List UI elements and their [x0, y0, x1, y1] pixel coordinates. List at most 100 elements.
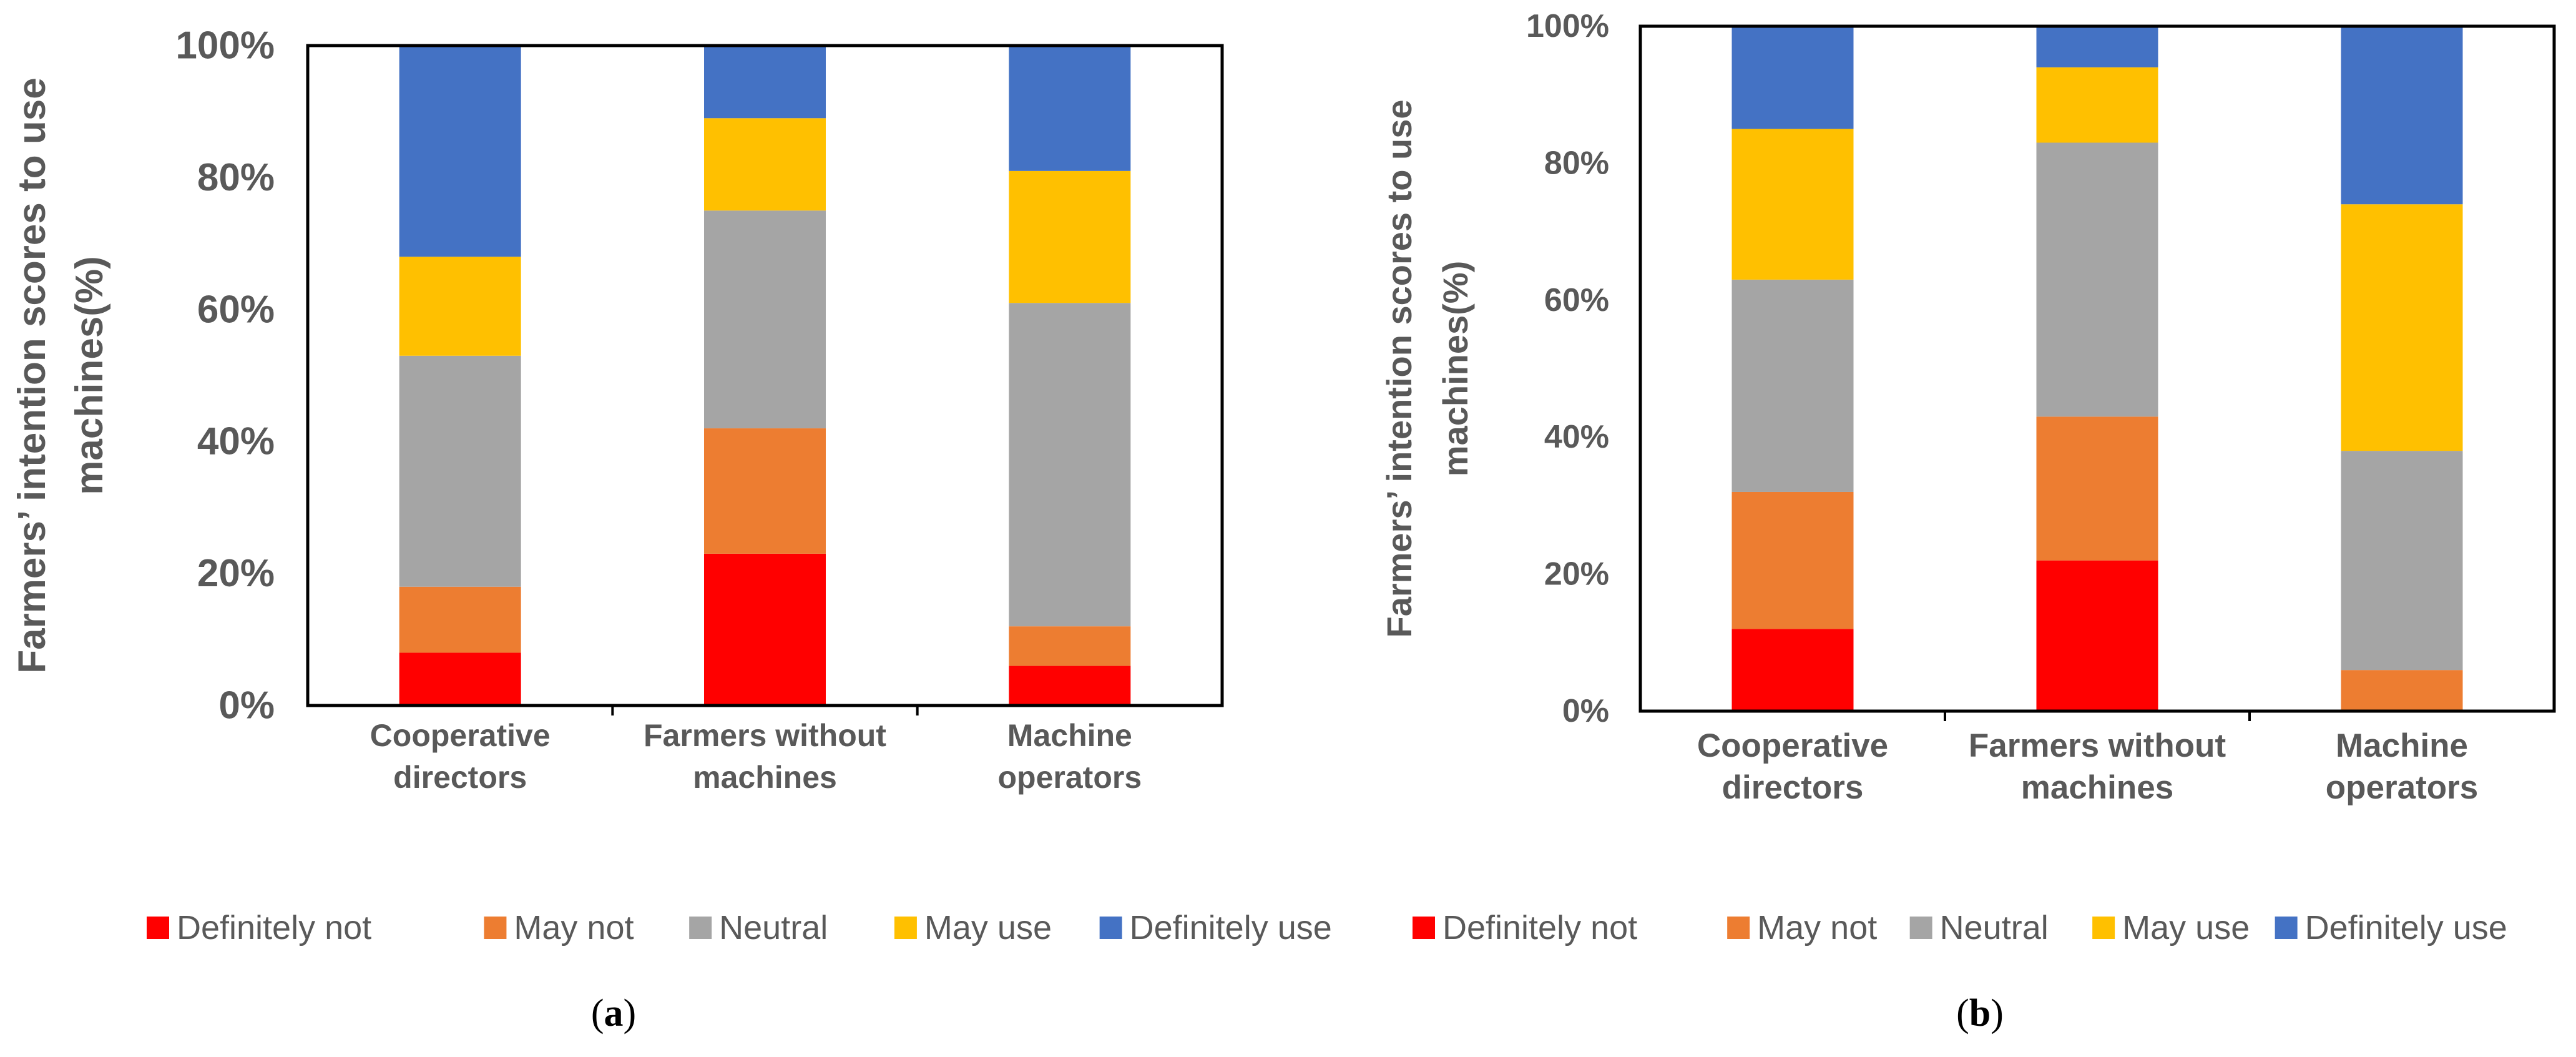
y-tick-label: 40% — [197, 420, 275, 463]
bar-segment — [2036, 560, 2158, 711]
legend-swatch — [484, 917, 507, 939]
bar-segment — [1731, 26, 1854, 129]
y-tick-label: 80% — [1544, 145, 1609, 181]
x-category-label: Machine operators — [2326, 727, 2478, 806]
bar-segment — [1009, 666, 1131, 705]
legend-swatch — [1909, 917, 1932, 939]
x-category-label: Cooperative directors — [1697, 727, 1888, 806]
panel-label-paren: ( — [1956, 992, 1969, 1035]
legend-label: May not — [514, 909, 634, 946]
legend-label: May use — [2122, 909, 2250, 946]
y-axis-title: Farmers’ intention scores to use machines… — [11, 77, 111, 673]
category-label-line: Cooperative — [370, 718, 551, 753]
legend-label: Neutral — [719, 909, 828, 946]
category-label-line: operators — [2326, 769, 2478, 806]
legend-label: May use — [924, 909, 1052, 946]
y-axis-title-line: Farmers’ intention scores to use — [11, 77, 54, 673]
legend-label: Neutral — [1940, 909, 2049, 946]
legend: Definitely not May not Neutral May use Defin… — [147, 909, 1332, 946]
legend-swatch — [2275, 917, 2298, 939]
panel-label: (a) — [591, 992, 636, 1035]
y-axis-title: Farmers’ intention scores to use machines… — [1379, 99, 1475, 637]
bar-segment — [399, 586, 521, 653]
bar-segment — [399, 355, 521, 587]
bar-segment — [2341, 670, 2463, 711]
y-tick-label: 0% — [1562, 693, 1609, 729]
plot-frame — [306, 44, 1224, 707]
bar-segment — [1009, 626, 1131, 666]
x-category-label: Farmers without machines — [1969, 727, 2226, 806]
category-label-line: Farmers without — [644, 718, 886, 753]
y-tick-label: 40% — [1544, 419, 1609, 455]
legend-label: Definitely use — [1130, 909, 1332, 946]
y-tick-label: 80% — [197, 156, 275, 199]
y-axis-title-line: machines(%) — [1436, 261, 1475, 476]
panel-label-letter: a — [604, 992, 624, 1035]
panel-label-paren: ) — [1991, 992, 2004, 1035]
y-tick-label: 60% — [1544, 282, 1609, 318]
y-tick-label: 0% — [218, 684, 275, 727]
chart-panel-a: 0% 20% 40% 60% 80% 100% Cooperative directors Fa… — [11, 24, 1332, 1035]
y-tick-label: 100% — [175, 24, 275, 67]
y-tick-label: 60% — [197, 288, 275, 331]
y-tick-label: 20% — [1544, 556, 1609, 592]
legend-swatch — [689, 917, 712, 939]
category-label-line: Farmers without — [1969, 727, 2226, 764]
legend-swatch — [1413, 917, 1435, 939]
bar-segment — [1731, 629, 1854, 711]
bar-segment — [2036, 416, 2158, 561]
legend-label: May not — [1757, 909, 1877, 946]
legend-swatch — [1099, 917, 1122, 939]
panel-label-paren: ( — [591, 992, 604, 1035]
bar-segment — [1009, 46, 1131, 171]
bar-segment — [1009, 303, 1131, 627]
legend-swatch — [1727, 917, 1750, 939]
bar-segment — [2036, 142, 2158, 417]
x-category-label: Cooperative directors — [370, 718, 551, 795]
legend-label: Definitely not — [1442, 909, 1637, 946]
legend-label: Definitely not — [177, 909, 371, 946]
category-label-line: operators — [998, 760, 1142, 795]
legend: Definitely not May not Neutral May use Defin… — [1413, 909, 2507, 946]
x-category-label: Machine operators — [998, 718, 1142, 795]
bar-segment — [1731, 279, 1854, 492]
y-axis-title-line: Farmers’ intention scores to use — [1379, 99, 1419, 637]
legend-label: Definitely use — [2305, 909, 2507, 946]
bar-segment — [399, 46, 521, 257]
bar-segment — [2341, 204, 2463, 451]
bar-segment — [2036, 67, 2158, 143]
bar-segment — [704, 428, 826, 554]
category-label-line: directors — [1722, 769, 1864, 806]
y-tick-label: 100% — [1526, 8, 1609, 44]
panel-label-letter: b — [1969, 992, 1991, 1035]
bar-segment — [1009, 170, 1131, 303]
category-label-line: Cooperative — [1697, 727, 1888, 764]
plot-frame — [1638, 24, 2556, 713]
bar-segment — [704, 210, 826, 429]
bar-segment — [2341, 451, 2463, 671]
category-label-line: machines — [2021, 769, 2174, 806]
legend-swatch — [894, 917, 917, 939]
y-axis-title-line: machines(%) — [68, 256, 111, 494]
bar-segment — [2341, 26, 2463, 205]
bar-segment — [704, 553, 826, 705]
y-tick-label: 20% — [197, 552, 275, 595]
panel-label-paren: ) — [624, 992, 637, 1035]
category-label-line: directors — [393, 760, 527, 795]
bar-segment — [1731, 491, 1854, 629]
bar-segment — [399, 652, 521, 705]
x-category-label: Farmers without machines — [644, 718, 886, 795]
category-label-line: Machine — [2336, 727, 2468, 764]
bar-segment — [704, 46, 826, 119]
bar-segment — [1731, 129, 1854, 280]
category-label-line: Machine — [1007, 718, 1132, 753]
legend-swatch — [2092, 917, 2115, 939]
chart-panel-b: 0% 20% 40% 60% 80% 100% Cooperative directors Fa… — [1379, 8, 2556, 1035]
bar-segment — [399, 257, 521, 356]
legend-swatch — [147, 917, 169, 939]
category-label-line: machines — [693, 760, 837, 795]
bar-segment — [2036, 26, 2158, 67]
panel-label: (b) — [1956, 992, 2004, 1035]
